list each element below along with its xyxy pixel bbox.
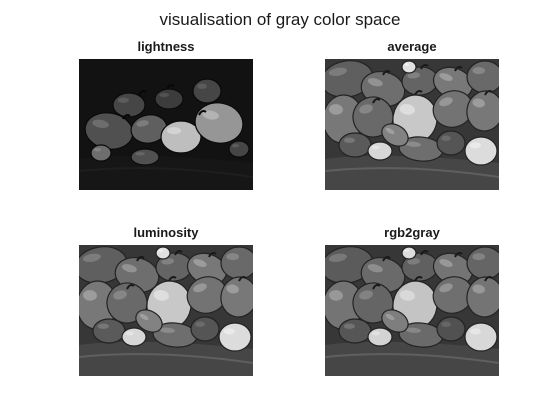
panel-luminosity: luminosity — [79, 224, 253, 376]
peppers-image — [79, 245, 253, 376]
figure-title: visualisation of gray color space — [159, 10, 401, 29]
panel-title: average — [387, 39, 437, 54]
panel-title: lightness — [137, 39, 195, 54]
panel-title: luminosity — [133, 225, 199, 240]
panel-title: rgb2gray — [384, 225, 440, 240]
peppers-image — [325, 59, 499, 190]
peppers-image — [325, 245, 499, 376]
peppers-image — [79, 59, 253, 190]
panel-average: average — [325, 38, 499, 190]
panel-lightness: lightness — [79, 38, 253, 190]
panel-rgb2gray: rgb2gray — [325, 224, 499, 376]
